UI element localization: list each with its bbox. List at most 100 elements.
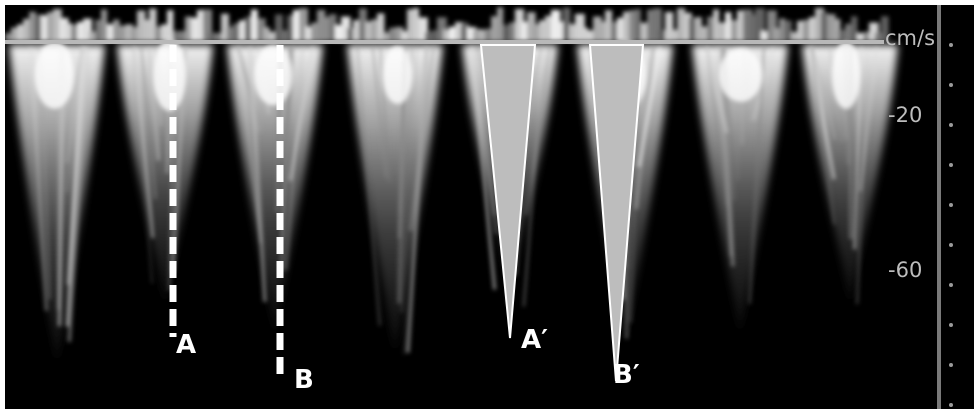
spectral-noise (773, 27, 780, 41)
spectral-noise (527, 12, 536, 42)
spectral-noise (539, 20, 548, 41)
spectral-noise (731, 19, 741, 41)
spectral-noise (89, 31, 97, 41)
scale-dot (949, 403, 953, 407)
spectral-peak (34, 41, 75, 109)
spectral-streak (379, 46, 391, 183)
spectral-noise (359, 8, 367, 41)
spectral-noise (125, 24, 134, 41)
spectral-noise (11, 27, 20, 41)
scale-dot (949, 163, 953, 167)
spectral-noise (659, 29, 668, 41)
spectral-noise (695, 17, 702, 41)
spectral-noise (407, 9, 417, 41)
spectral-noise (113, 19, 120, 41)
spectral-noise (401, 31, 411, 41)
marker-label-b-prime: B′ (613, 360, 640, 390)
spectral-streak (809, 46, 836, 225)
spectral-noise (215, 32, 224, 41)
spectral-noise (17, 24, 27, 41)
spectral-noise (245, 16, 255, 41)
scale-dot (949, 283, 953, 287)
spectral-noise (629, 10, 636, 41)
spectral-noise (719, 22, 729, 41)
spectral-noise (119, 25, 127, 41)
scale-dot (949, 243, 953, 247)
spectral-noise (701, 26, 708, 41)
spectral-noise (389, 27, 398, 41)
spectral-streak (146, 46, 161, 161)
scale-dot (949, 43, 953, 47)
spectral-streak (853, 46, 863, 250)
spectral-noise (785, 20, 792, 41)
scale-tick-label: -20 (888, 103, 923, 127)
spectral-noise (755, 8, 765, 41)
scale-dot (949, 83, 953, 87)
spectral-noise (575, 13, 585, 41)
spectral-noise (857, 32, 867, 41)
spectral-streak (247, 46, 267, 302)
spectral-noise (365, 21, 372, 41)
spectral-noise (809, 17, 819, 41)
spectral-streak (67, 46, 90, 343)
spectral-noise (443, 29, 450, 41)
spectral-noise (341, 16, 351, 41)
spectral-streak (236, 46, 262, 133)
marker-label-a: A (176, 330, 197, 360)
spectral-noise (479, 29, 486, 41)
spectral-noise (635, 9, 642, 41)
spectral-streak (408, 46, 436, 232)
spectral-noise (47, 12, 54, 41)
spectral-noise (203, 9, 213, 41)
spectral-streak (405, 46, 429, 353)
spectral-streak (132, 46, 153, 284)
spectral-noise (305, 26, 314, 41)
spectral-noise (221, 13, 229, 41)
spectral-noise (41, 15, 49, 41)
spectral-streak (403, 46, 418, 355)
spectral-noise (35, 14, 44, 41)
spectral-noise (791, 31, 798, 41)
spectral-waveform (347, 45, 443, 355)
spectral-noise (611, 21, 619, 41)
spectral-noise (725, 12, 732, 41)
spectral-peak (254, 44, 292, 106)
doppler-spectrogram-frame: A B A′ B′ cm/s -20 -60 (5, 5, 974, 409)
spectral-noise (395, 26, 404, 41)
velocity-unit-label: cm/s (885, 26, 936, 50)
scale-dot (949, 363, 953, 367)
spectral-noise (185, 16, 192, 41)
spectral-noise (191, 17, 198, 41)
spectral-noise (101, 9, 108, 41)
spectral-noise (485, 28, 492, 41)
spectral-noise (707, 16, 717, 41)
spectral-noise (533, 23, 541, 41)
spectral-noise (263, 27, 270, 41)
spectral-noise (131, 26, 141, 41)
spectral-streak (133, 46, 155, 239)
spectral-noise (587, 30, 597, 41)
spectral-streak (66, 46, 87, 285)
spectral-streak (288, 46, 315, 182)
spectral-noise (287, 15, 297, 42)
spectral-noise (449, 26, 457, 41)
scale-dot (949, 203, 953, 207)
spectral-noise (689, 17, 696, 41)
spectral-streak (473, 46, 498, 235)
scale-tick-dots (949, 43, 953, 407)
spectral-noise (143, 19, 152, 41)
spectral-noise (329, 14, 337, 41)
spectral-streak (371, 46, 388, 178)
spectral-noise (95, 19, 103, 41)
spectral-noise (749, 14, 756, 41)
spectral-noise (521, 21, 531, 41)
marker-label-b: B (294, 365, 314, 395)
spectral-waveform (227, 45, 323, 335)
spectral-noise (461, 22, 469, 41)
above-baseline-band (5, 7, 889, 42)
spectral-noise (737, 10, 747, 41)
spectral-streak (705, 46, 729, 134)
spectral-noise (179, 30, 189, 41)
spectral-streak (748, 46, 766, 304)
spectral-noise (839, 29, 846, 41)
